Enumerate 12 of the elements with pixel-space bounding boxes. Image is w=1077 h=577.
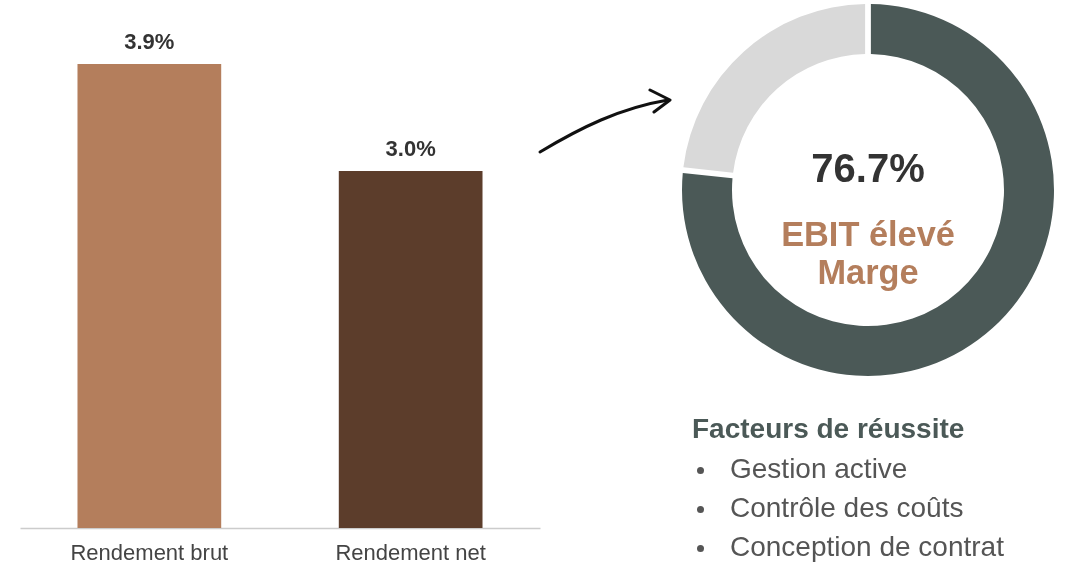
text: Contrôle des coûts: [730, 492, 964, 523]
donut-slice: [682, 4, 1054, 376]
text: Gestion active: [730, 453, 908, 484]
data-label: 3.9%: [124, 29, 175, 54]
x-tick-label: Rendement net: [335, 539, 486, 565]
data-label: 76.7%: [811, 146, 925, 190]
text: EBIT élevé: [781, 215, 955, 253]
text: Facteurs de réussite: [692, 413, 965, 444]
text: Conception de contrat: [730, 531, 1005, 562]
data-label: 3.0%: [385, 136, 436, 162]
text: Marge: [817, 253, 919, 291]
x-tick-label: Rendement brut: [70, 539, 229, 565]
